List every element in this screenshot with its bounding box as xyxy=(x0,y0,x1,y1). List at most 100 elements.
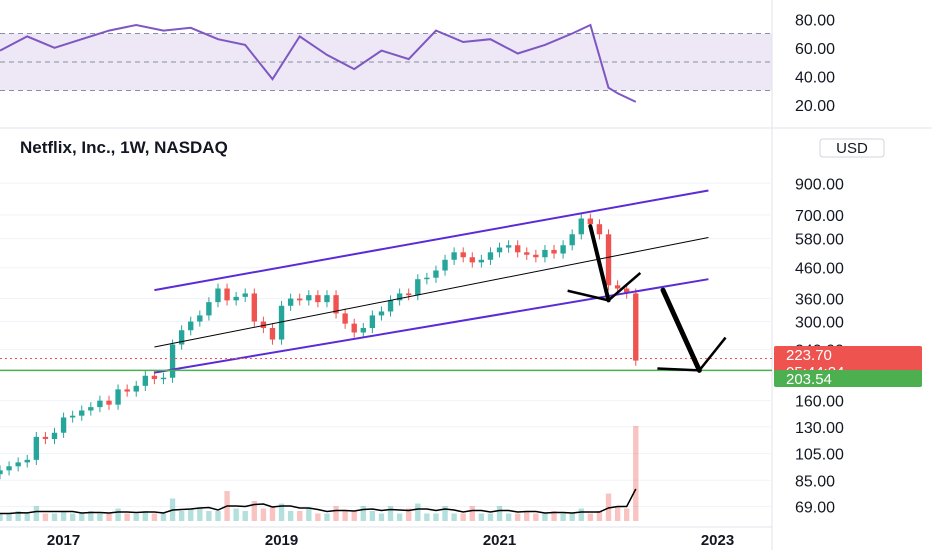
candle xyxy=(0,470,3,475)
volume-bar xyxy=(433,513,439,521)
volume-bar xyxy=(315,513,321,521)
candle xyxy=(160,377,167,380)
price-scale-label: 460.00 xyxy=(795,261,844,278)
candle xyxy=(88,407,94,411)
candle xyxy=(287,298,294,306)
time-axis-label: 2019 xyxy=(265,532,298,549)
candle xyxy=(42,436,49,439)
candle xyxy=(478,259,485,263)
candle xyxy=(51,432,58,439)
rsi-band xyxy=(0,33,772,91)
channel-middle-line[interactable] xyxy=(154,236,709,348)
volume-bar xyxy=(324,513,330,521)
volume-bar xyxy=(69,513,76,521)
annotation-layer[interactable] xyxy=(0,189,772,374)
price-scale-label: 900.00 xyxy=(795,176,844,193)
volume-bar xyxy=(396,513,403,521)
volume-bar xyxy=(188,508,194,521)
volume-bar xyxy=(97,513,103,521)
candle xyxy=(596,224,603,235)
volume-bar xyxy=(415,503,421,521)
volume-bar xyxy=(633,426,639,521)
candle xyxy=(623,288,630,294)
candle xyxy=(451,252,457,260)
volume-bar xyxy=(88,511,94,521)
candle xyxy=(505,245,512,248)
candle xyxy=(496,247,503,253)
volume-bar xyxy=(0,513,3,521)
volume-bar xyxy=(587,513,594,521)
channel-upper-line[interactable] xyxy=(154,189,709,292)
currency-button[interactable]: USD xyxy=(819,138,885,158)
candle-layer xyxy=(0,213,639,480)
candle xyxy=(533,254,539,258)
volume-bar xyxy=(369,511,376,521)
volume-bar xyxy=(424,513,430,521)
candle xyxy=(260,321,267,329)
volume-bar xyxy=(251,501,257,521)
volume-bar xyxy=(51,513,58,521)
candle xyxy=(151,375,158,380)
volume-bar xyxy=(333,506,339,521)
candle xyxy=(169,344,176,378)
current-price-value: 223.70 xyxy=(786,347,832,364)
volume-bar xyxy=(42,513,49,521)
candle xyxy=(124,389,130,392)
candle xyxy=(324,295,330,303)
volume-bar xyxy=(505,513,512,521)
candle xyxy=(378,311,385,316)
candle xyxy=(315,295,321,303)
volume-bar xyxy=(178,511,185,521)
volume-bar xyxy=(6,513,12,521)
volume-bar xyxy=(378,513,385,521)
candle xyxy=(33,436,40,460)
price-scale-label: 105.00 xyxy=(795,447,844,464)
down-arrow-2[interactable] xyxy=(657,287,727,373)
candle xyxy=(469,257,475,263)
volume-bar xyxy=(124,513,130,521)
volume-bar xyxy=(115,508,121,521)
candle xyxy=(6,466,12,471)
volume-bar xyxy=(451,513,457,521)
volume-bar xyxy=(351,511,357,521)
rsi-scale-label: 60.00 xyxy=(795,41,835,58)
candle xyxy=(188,321,194,331)
candle xyxy=(24,459,30,463)
volume-bar xyxy=(406,508,412,521)
volume-bar xyxy=(560,513,566,521)
candle xyxy=(569,234,575,246)
down-arrow-1[interactable] xyxy=(567,224,642,303)
volume-bar xyxy=(297,511,303,521)
candle xyxy=(487,252,494,260)
price-scale-label: 69.00 xyxy=(795,500,835,517)
volume-bar xyxy=(551,511,557,521)
currency-label: USD xyxy=(836,140,868,157)
volume-bar xyxy=(79,513,85,521)
volume-bar xyxy=(524,511,530,521)
volume-bar xyxy=(142,511,149,521)
candle xyxy=(424,277,430,280)
candle xyxy=(215,288,221,303)
volume-bar xyxy=(278,503,285,521)
price-scale-label: 300.00 xyxy=(795,315,844,332)
candle xyxy=(242,293,248,297)
time-axis[interactable]: 2017 2019 2021 2023 xyxy=(47,532,734,549)
candle xyxy=(560,245,566,254)
rsi-scale[interactable]: 80.00 60.00 40.00 20.00 xyxy=(795,12,835,115)
time-axis-label: 2021 xyxy=(483,532,516,549)
candle xyxy=(60,417,67,433)
volume-bar xyxy=(360,506,366,521)
support-price-tag: 203.54 xyxy=(774,370,922,388)
time-axis-label: 2017 xyxy=(47,532,80,549)
volume-bar xyxy=(569,513,575,521)
volume-bar xyxy=(387,506,394,521)
volume-bar xyxy=(206,511,212,521)
candle xyxy=(542,249,548,258)
candle xyxy=(460,252,466,258)
volume-bar xyxy=(160,513,167,521)
candle xyxy=(396,293,403,301)
candle xyxy=(206,302,212,316)
volume-bar xyxy=(215,511,221,521)
price-scale-label: 700.00 xyxy=(795,208,844,225)
